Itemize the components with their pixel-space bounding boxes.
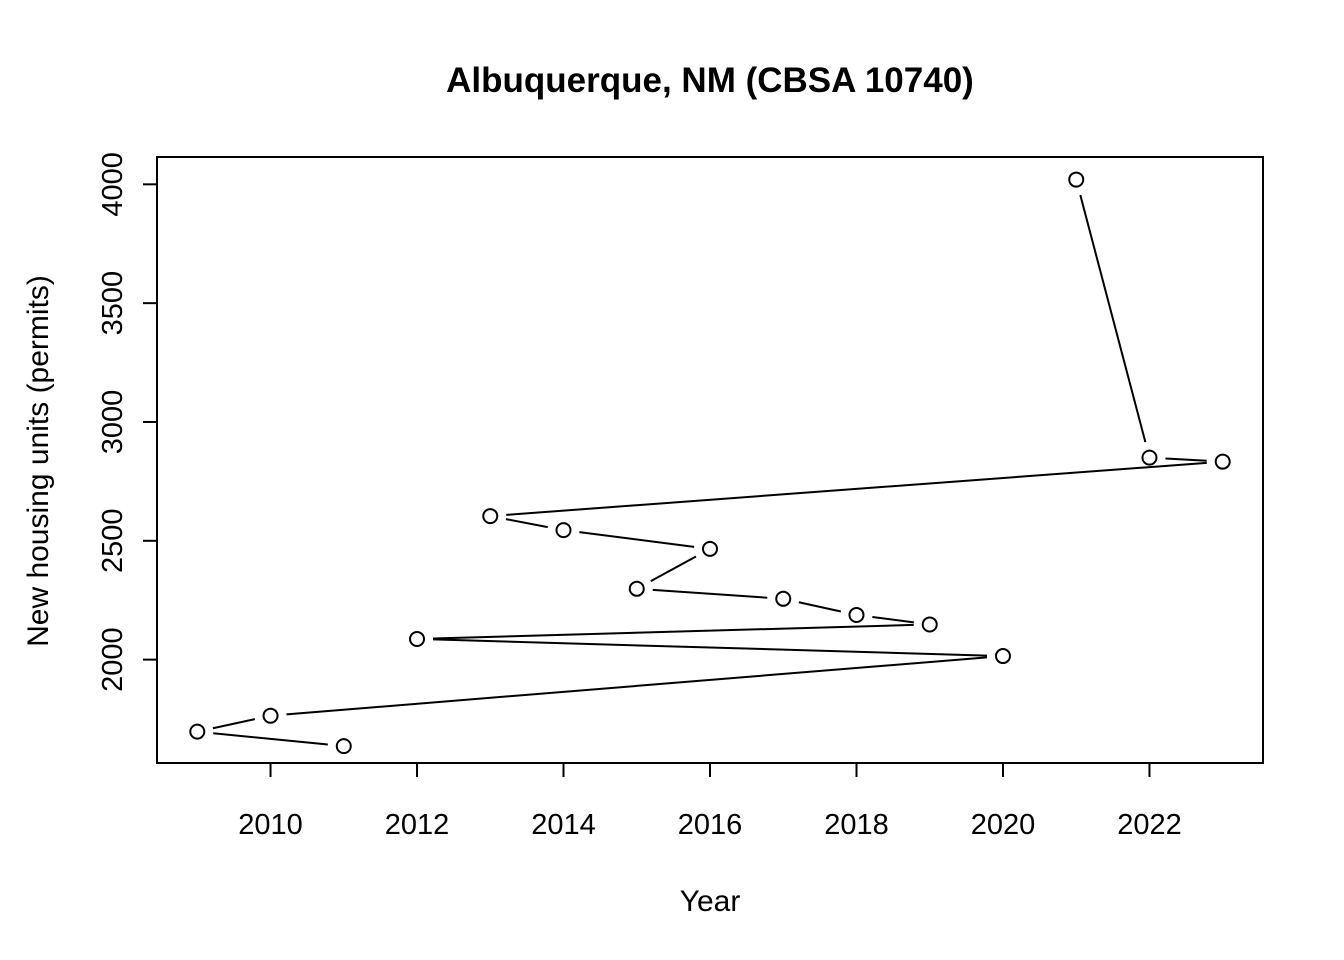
y-tick-label: 3000 xyxy=(97,390,129,455)
x-tick-label: 2020 xyxy=(971,809,1036,841)
data-point xyxy=(262,707,279,724)
y-axis-label: New housing units (permits) xyxy=(22,275,55,647)
line-segment xyxy=(872,616,914,624)
data-point xyxy=(1141,449,1158,466)
x-axis-label: Year xyxy=(680,885,741,918)
plot-frame xyxy=(156,156,1264,764)
line-segment xyxy=(212,718,256,730)
y-tick-label: 4000 xyxy=(97,152,129,217)
line-segment xyxy=(652,588,768,599)
line-segment xyxy=(579,531,695,548)
data-point xyxy=(335,738,352,755)
x-tick-label: 2018 xyxy=(824,809,889,841)
data-point xyxy=(482,508,499,525)
data-point xyxy=(555,522,572,539)
line-segment xyxy=(1079,194,1147,443)
line-segment xyxy=(505,518,548,529)
x-tick-label: 2014 xyxy=(531,809,596,841)
x-tick-label: 2016 xyxy=(678,809,743,841)
data-point xyxy=(628,580,645,597)
data-point xyxy=(409,630,426,647)
line-segment xyxy=(1165,457,1207,462)
x-tick-label: 2022 xyxy=(1117,809,1182,841)
data-point xyxy=(1214,453,1231,470)
data-point xyxy=(775,590,792,607)
data-point xyxy=(702,540,718,557)
x-axis: 2010 2012 2014 2016 2018 2020 2022 xyxy=(238,762,1182,841)
line-segment xyxy=(432,623,914,640)
series-points xyxy=(189,171,1231,755)
line-segment xyxy=(650,555,697,583)
data-point xyxy=(1068,171,1085,188)
y-tick-label: 3500 xyxy=(97,271,129,336)
y-axis: 2000 2500 3000 3500 4000 xyxy=(97,152,158,692)
x-tick-label: 2010 xyxy=(238,809,303,841)
line-segment xyxy=(286,656,988,716)
data-point xyxy=(921,616,938,633)
x-tick-label: 2012 xyxy=(385,809,450,841)
line-segment xyxy=(432,638,988,657)
series-line xyxy=(212,194,1207,746)
chart-title: Albuquerque, NM (CBSA 10740) xyxy=(446,61,974,100)
y-tick-label: 2500 xyxy=(97,509,129,574)
data-point xyxy=(189,723,206,740)
line-segment xyxy=(506,461,1207,516)
line-segment xyxy=(798,601,842,613)
data-point xyxy=(994,648,1011,665)
data-point xyxy=(848,606,865,623)
line-segment xyxy=(213,732,328,746)
y-tick-label: 2000 xyxy=(97,627,129,692)
